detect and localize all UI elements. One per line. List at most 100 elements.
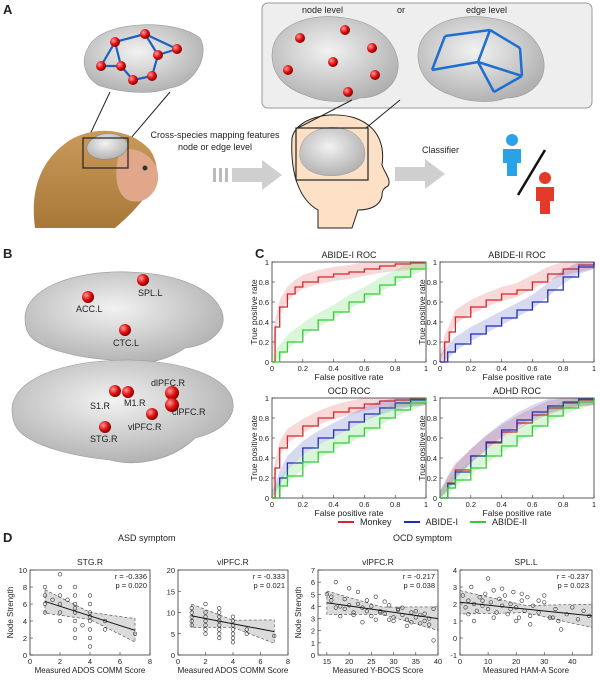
roc-ytick-label: 0.6 <box>259 298 269 307</box>
roc-ytick-label: 0.2 <box>259 474 269 483</box>
roc-xtick-label: 1 <box>424 500 428 509</box>
scatter-point <box>477 595 482 600</box>
scatter-xtick-label: 35 <box>412 657 420 666</box>
scatter-point <box>564 612 569 617</box>
scatter-point <box>485 576 491 581</box>
scatter-point <box>491 588 496 593</box>
scatter-point <box>500 586 505 591</box>
legend-swatch-abide1 <box>403 521 420 523</box>
roc-line-monkey <box>440 262 595 363</box>
roc-ytick-label: 0.8 <box>427 414 437 423</box>
scatter-point <box>391 615 396 620</box>
scatter-point <box>217 627 222 632</box>
scatter-point <box>87 635 93 641</box>
roc-xtick-label: 1 <box>424 364 428 373</box>
scatter-point <box>342 597 347 602</box>
scatter-point <box>395 607 401 613</box>
scatter-ytick-label: 0 <box>171 651 175 660</box>
scatter-point <box>57 593 63 598</box>
scatter-xtick-label: 4 <box>231 657 235 666</box>
scatter-point <box>230 618 236 624</box>
scatter-annotation-p: p = 0.021 <box>254 581 286 590</box>
roc-ytick-label: 0.4 <box>259 318 269 327</box>
scatter-point <box>514 618 519 624</box>
scatter-point <box>72 627 78 632</box>
scatter-point <box>502 593 508 598</box>
scatter-fit-line <box>459 601 593 617</box>
scatter-xtick-label: 8 <box>286 657 290 666</box>
scatter-point <box>189 618 194 624</box>
scatter-point <box>217 635 222 641</box>
scatter-point <box>463 605 468 610</box>
scatter-point <box>525 595 530 600</box>
scatter-point <box>404 623 409 628</box>
arrow-mapping <box>232 160 282 190</box>
roc-xtick-label: 0.4 <box>496 364 506 373</box>
scatter-point <box>203 627 208 632</box>
scatter-xtick-label: 0 <box>28 657 32 666</box>
roc-xtick-label: 0.6 <box>527 364 537 373</box>
scatter-xlabel: Measured Y-BOCS Score <box>333 666 424 675</box>
scatter-point <box>217 610 222 615</box>
roc-ytick-label: 1 <box>265 394 269 403</box>
scatter-point <box>516 615 522 620</box>
scatter-xtick-label: 20 <box>345 657 353 666</box>
region-label-clpfc: clPFC.R <box>172 407 206 417</box>
scatter-ytick-label: 3 <box>453 583 457 592</box>
scatter-point <box>373 594 378 599</box>
roc-xtick-label: 0.6 <box>527 500 537 509</box>
scatter-point <box>480 598 485 603</box>
scatter-point <box>360 620 365 625</box>
roc-ytick-label: 1 <box>265 258 269 267</box>
scatter-ytick-label: 1 <box>311 639 315 648</box>
scatter-point <box>382 611 387 616</box>
scatter-point <box>553 606 558 612</box>
roc-ylabel: True positive rate <box>249 415 259 481</box>
scatter-point <box>230 640 236 645</box>
region-label-stg: STG.R <box>90 434 118 444</box>
roc-ytick-label: 1 <box>433 394 437 403</box>
scatter-point <box>547 615 552 620</box>
scatter-point <box>333 580 338 585</box>
mapping-text-line2: node or edge level <box>177 142 253 152</box>
scatter-point <box>42 601 48 607</box>
scatter-point <box>57 584 63 590</box>
roc-title: OCD ROC <box>328 386 371 396</box>
scatter-point <box>203 623 208 628</box>
scatter-frame <box>317 569 439 656</box>
scatter-ytick-label: 0 <box>453 634 457 643</box>
scatter-ytick-label: 7 <box>311 566 315 575</box>
roc-xtick-label: 0.8 <box>558 500 568 509</box>
scatter-xlabel: Measured HAM-A Score <box>483 666 570 675</box>
roc-line-monkey <box>272 262 427 363</box>
scatter-title: SPL.L <box>514 557 537 567</box>
scatter-fit-line <box>191 615 275 633</box>
scatter-point <box>474 608 479 613</box>
scatter-point <box>244 631 249 636</box>
roc-xtick-label: 0 <box>438 364 442 373</box>
scatter-point <box>427 622 432 627</box>
roc-xtick-label: 0.4 <box>496 500 506 509</box>
scatter-ytick-label: 0 <box>23 651 27 660</box>
scatter-point <box>556 618 561 624</box>
roc-ytick-label: 0.8 <box>259 278 269 287</box>
region-label-spl: SPL.L <box>138 288 163 298</box>
roc-xtick-label: 0.8 <box>558 364 568 373</box>
scatter-point <box>230 614 236 619</box>
roc-ytick-label: 0.4 <box>427 318 437 327</box>
roc-ylabel: True positive rate <box>249 279 259 345</box>
human-head-illustration <box>291 114 390 229</box>
scatter-title: STG.R <box>77 557 103 567</box>
scatter-point <box>72 593 78 598</box>
monkey-brain-network <box>84 24 204 93</box>
scatter-point <box>466 612 471 617</box>
scatter-point <box>528 622 533 627</box>
scatter-point <box>550 615 555 620</box>
scatter-point <box>511 589 516 595</box>
roc-title: ADHD ROC <box>493 386 542 396</box>
scatter-point <box>324 592 329 597</box>
asd-symptom-title: ASD symptom <box>118 533 176 543</box>
label-classifier: Classifier <box>422 145 460 155</box>
human-brain-node-level <box>271 16 399 102</box>
label-or: or <box>397 5 406 15</box>
